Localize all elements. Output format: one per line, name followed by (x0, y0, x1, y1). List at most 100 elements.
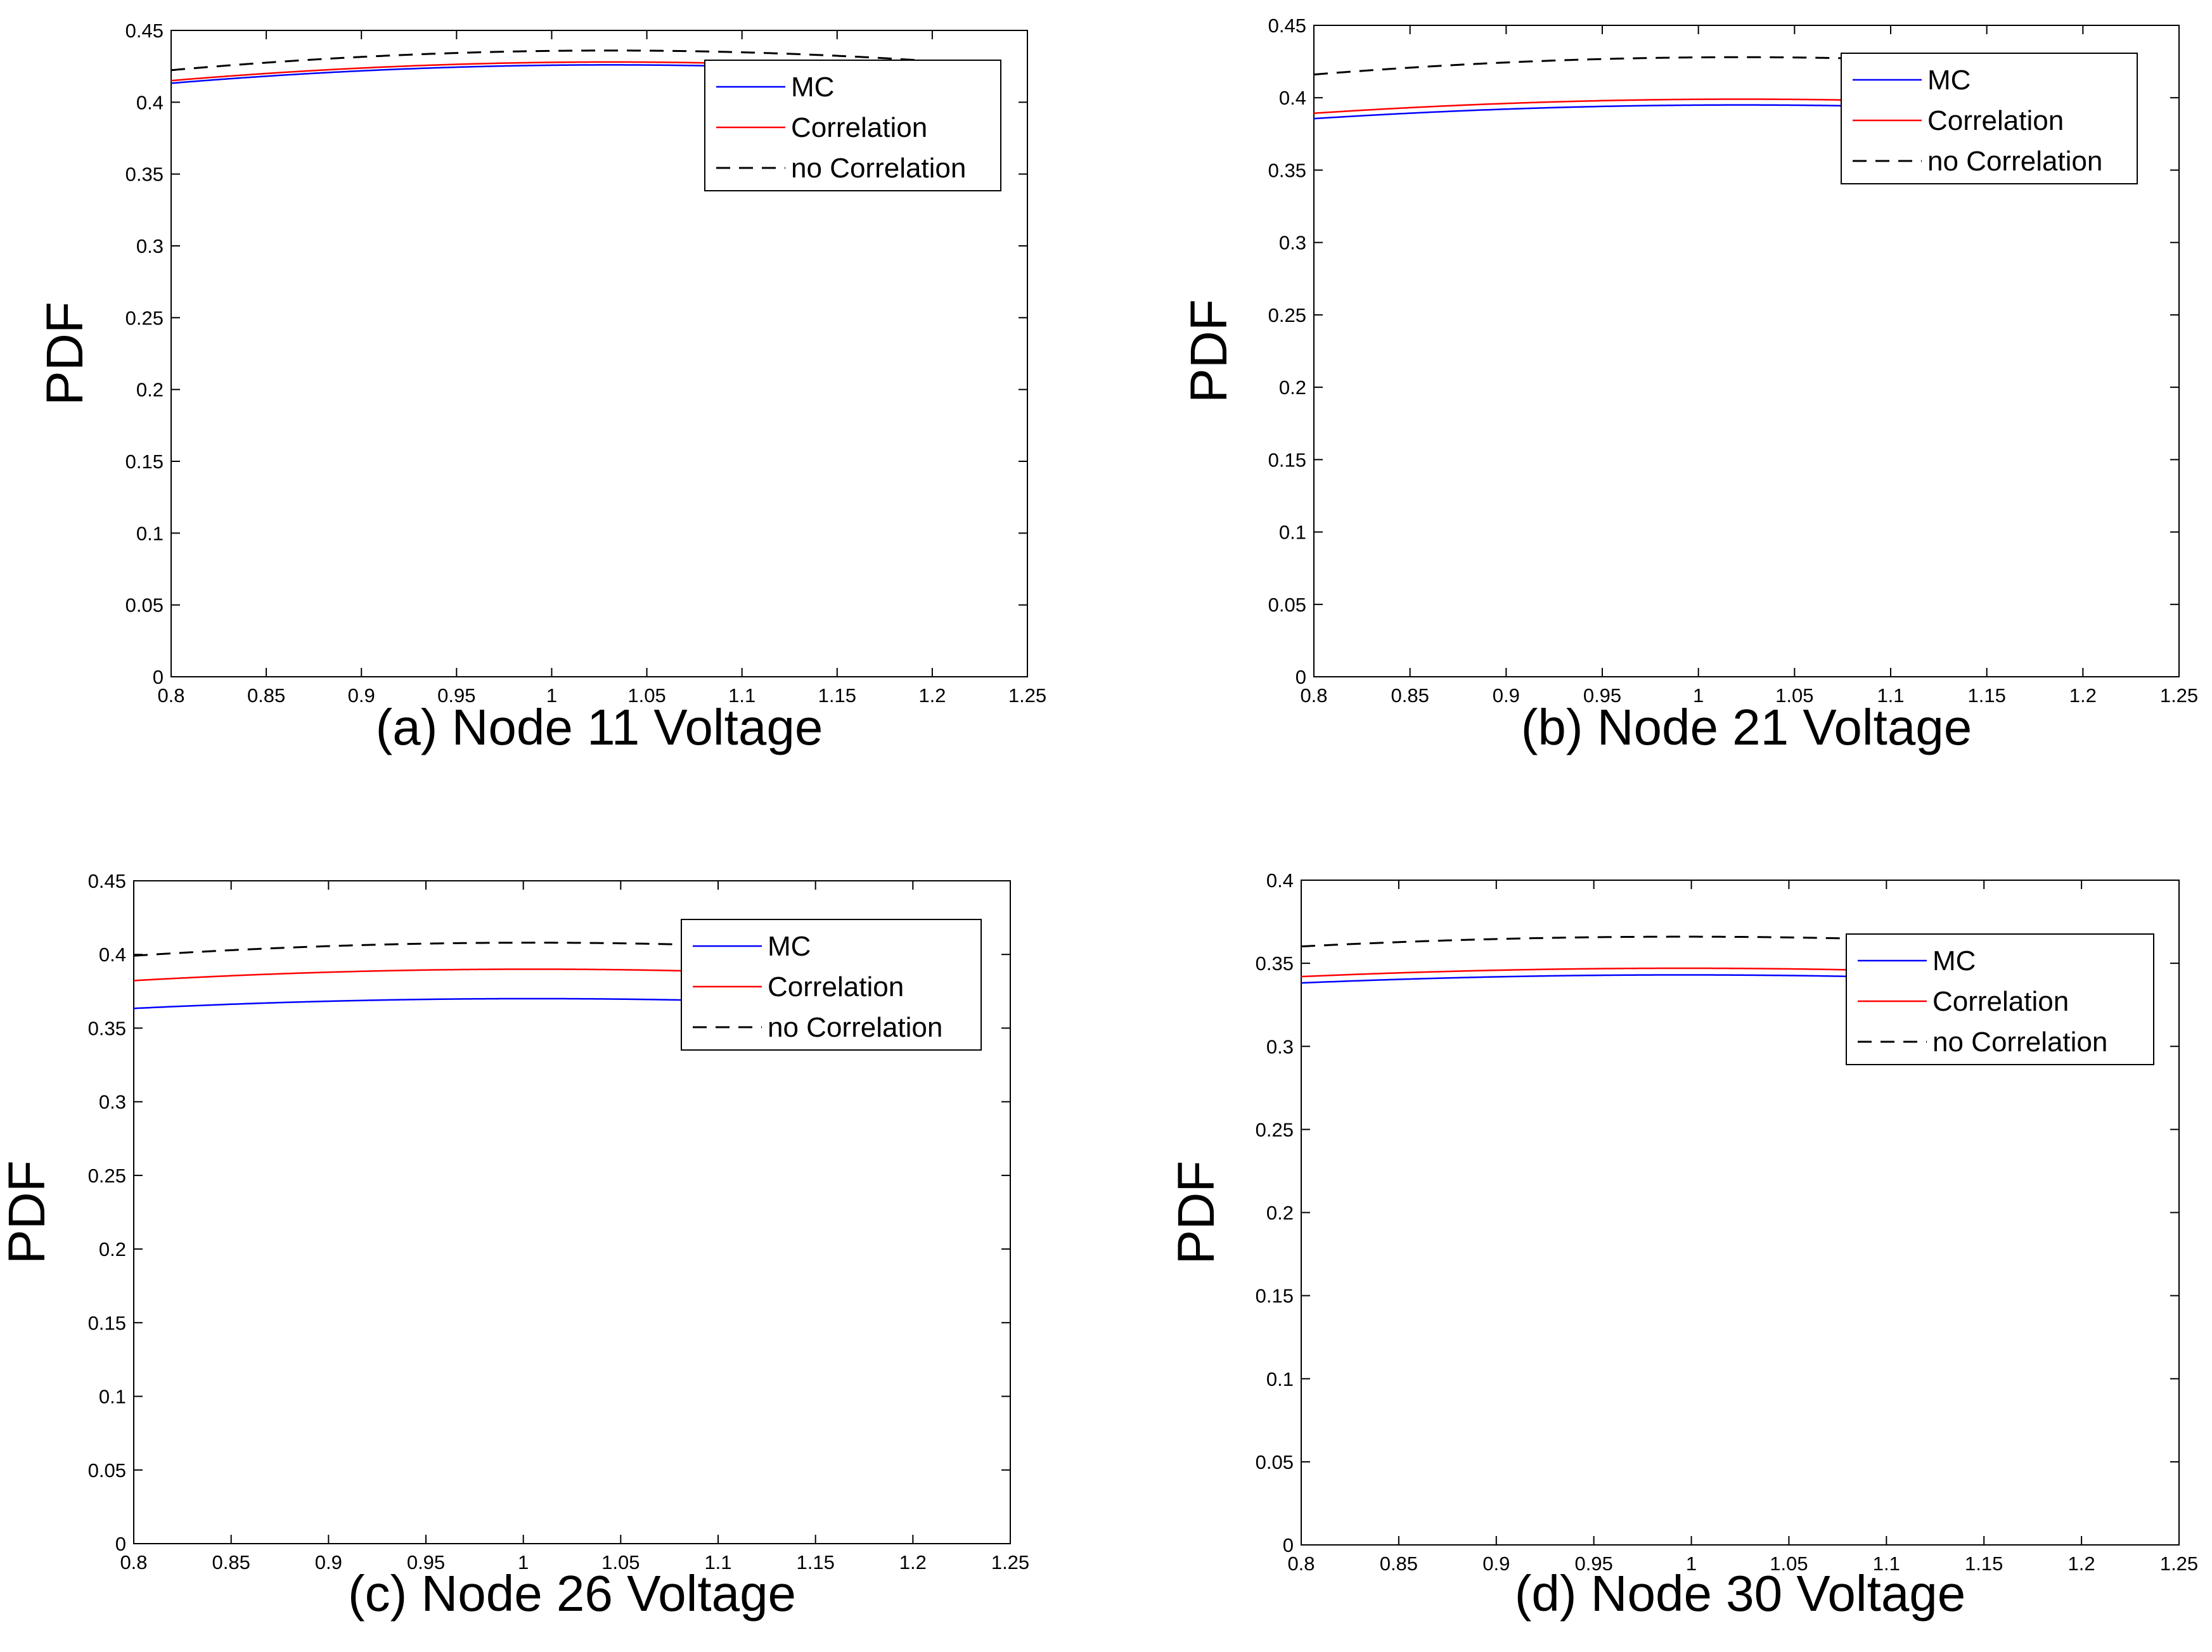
legend-box (1841, 53, 2138, 184)
legend-label: MC (1932, 945, 1976, 976)
legend-box (1846, 933, 2154, 1065)
y-tick-label: 0.45 (1268, 15, 1306, 37)
panel-caption: (c) Node 26 Voltage (348, 1565, 796, 1622)
x-tick-label: 1.1 (704, 1551, 731, 1573)
y-tick-label: 0.35 (125, 163, 164, 186)
y-tick-label: 0.2 (1279, 376, 1306, 399)
x-tick-label: 0.85 (1391, 684, 1429, 707)
x-tick-label: 1.25 (2160, 684, 2198, 707)
x-tick-label: 0.9 (1493, 684, 1520, 707)
panel-caption: (a) Node 11 Voltage (376, 699, 823, 755)
y-tick-label: 0.3 (1266, 1035, 1294, 1058)
x-tick-label: 0.8 (120, 1551, 147, 1573)
x-tick-label: 1.15 (796, 1551, 834, 1573)
y-axis-label: PDF (36, 302, 94, 406)
legend-label: MC (791, 72, 834, 103)
legend-label: Correlation (1932, 986, 2069, 1017)
x-tick-label: 0.95 (1574, 1553, 1612, 1575)
x-tick-label: 0.8 (1300, 684, 1327, 707)
y-tick-label: 0.15 (1268, 449, 1306, 471)
y-tick-label: 0.25 (1256, 1118, 1294, 1141)
y-tick-label: 0.1 (99, 1386, 126, 1408)
y-tick-label: 0.2 (136, 379, 164, 401)
y-tick-label: 0 (115, 1533, 126, 1555)
y-tick-label: 0.15 (88, 1312, 126, 1334)
legend: MC Correlation no Correlation (704, 60, 1001, 191)
legend-label: Correlation (1927, 105, 2064, 136)
x-tick-label: 0.9 (315, 1551, 342, 1573)
y-tick-label: 0.05 (88, 1459, 126, 1482)
chart-panel-3: 0.8 0.85 0.9 0.95 1 1.05 1.1 1.15 1.2 1.25 0 0.05 0.… (0, 870, 1029, 1622)
x-tick-label: 0.95 (437, 684, 475, 707)
x-tick-label: 1.05 (601, 1551, 640, 1573)
x-tick-label: 0.9 (348, 684, 375, 707)
y-tick-label: 0.1 (136, 522, 164, 544)
y-tick-label: 0.15 (125, 451, 164, 473)
chart-panel-4: 0.8 0.85 0.9 0.95 1 1.05 1.1 1.15 1.2 1.25 0 0.05 0.… (1167, 869, 2198, 1622)
y-tick-label: 0.25 (1268, 304, 1306, 326)
plot-area-frame (1313, 25, 2180, 677)
y-tick-label: 0.45 (88, 870, 126, 892)
x-tick-label: 1 (1686, 1553, 1697, 1575)
y-tick-label: 0.3 (136, 235, 164, 257)
x-tick-label: 1.25 (1008, 684, 1046, 707)
legend-label: no Correlation (768, 1012, 942, 1043)
x-tick-label: 0.85 (212, 1551, 250, 1573)
legend-label: MC (768, 931, 811, 962)
legend-label: no Correlation (1932, 1027, 2107, 1058)
legend: MC Correlation no Correlation (681, 919, 982, 1051)
chart-panel-2: 0.8 0.85 0.9 0.95 1 1.05 1.1 1.15 1.2 1.25 0 0.05 0.… (1180, 15, 2198, 755)
y-tick-label: 0.35 (1256, 952, 1294, 975)
x-tick-label: 1.05 (1770, 1553, 1808, 1575)
x-tick-label: 0.8 (157, 684, 184, 707)
legend-label: MC (1927, 65, 1971, 96)
x-tick-label: 1.15 (1965, 1553, 2003, 1575)
y-tick-label: 0.2 (1266, 1202, 1294, 1224)
y-tick-label: 0.15 (1256, 1285, 1294, 1307)
legend-box (704, 60, 1001, 191)
y-tick-label: 0 (1283, 1534, 1294, 1556)
x-tick-label: 0.85 (1380, 1553, 1418, 1575)
legend-label: no Correlation (791, 153, 966, 184)
x-tick-label: 1.15 (818, 684, 856, 707)
x-tick-label: 1.1 (728, 684, 756, 707)
y-tick-label: 0.1 (1279, 522, 1306, 544)
legend-box (681, 919, 982, 1051)
x-tick-label: 1 (1693, 684, 1704, 707)
y-tick-label: 0 (153, 666, 164, 688)
x-tick-label: 1.25 (991, 1551, 1029, 1573)
y-tick-label: 0.35 (88, 1017, 126, 1039)
y-tick-label: 0 (1296, 666, 1306, 688)
x-tick-label: 1.1 (1877, 684, 1904, 707)
panel-caption: (d) Node 30 Voltage (1515, 1565, 1966, 1622)
x-tick-label: 0.8 (1287, 1553, 1315, 1575)
y-tick-label: 0.05 (125, 594, 164, 617)
y-tick-label: 0.25 (125, 307, 164, 329)
panel-caption: (b) Node 21 Voltage (1521, 699, 1972, 755)
y-tick-label: 0.4 (1279, 87, 1306, 109)
x-tick-label: 1.05 (627, 684, 666, 707)
y-tick-label: 0.4 (136, 91, 164, 113)
y-tick-label: 0.2 (99, 1238, 126, 1260)
plot-area-frame (133, 880, 1011, 1544)
x-tick-label: 1.2 (2068, 1553, 2095, 1575)
y-axis-label: PDF (1180, 299, 1238, 403)
x-tick-label: 0.9 (1482, 1553, 1510, 1575)
legend: MC Correlation no Correlation (1846, 933, 2154, 1065)
x-tick-label: 1.25 (2160, 1553, 2198, 1575)
series-line-no-correlation (170, 49, 932, 72)
x-tick-label: 1.2 (918, 684, 946, 707)
y-tick-label: 0.05 (1268, 594, 1306, 616)
y-axis-label: PDF (1167, 1161, 1225, 1265)
x-tick-label: 0.85 (247, 684, 285, 707)
legend: MC Correlation no Correlation (1841, 53, 2138, 184)
panels: 0.8 0.85 0.9 0.95 1 1.05 1.1 1.15 1.2 1.25 0 0.05 0.… (0, 15, 2198, 1622)
x-tick-label: 1 (546, 684, 557, 707)
legend-label: no Correlation (1927, 146, 2102, 177)
y-axis-label: PDF (0, 1160, 56, 1264)
y-tick-label: 0.25 (88, 1165, 126, 1187)
x-tick-label: 1.15 (1967, 684, 2005, 707)
y-tick-label: 0.3 (1279, 232, 1306, 254)
